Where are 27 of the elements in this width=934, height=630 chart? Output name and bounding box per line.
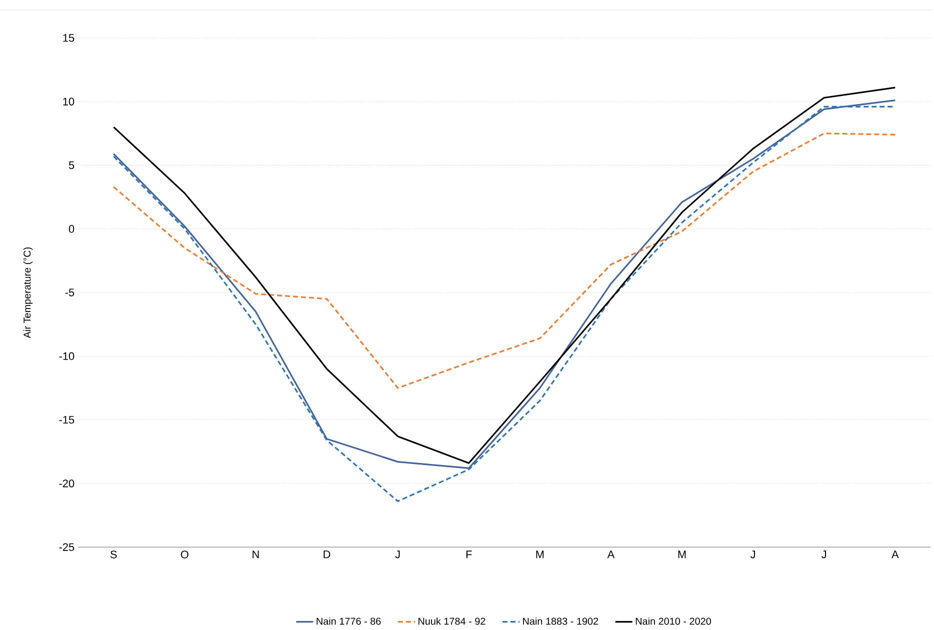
x-tick-label: J [395, 550, 400, 558]
y-tick-label: 0 [68, 224, 74, 233]
y-tick-label: 5 [68, 161, 74, 169]
legend-label: Nuuk 1784 - 92 [418, 617, 486, 625]
y-tick-label: 10 [63, 98, 74, 106]
x-tick-label: O [180, 550, 188, 558]
x-tick-label: J [822, 550, 826, 558]
y-axis-title: Air Temperature (°C) [23, 247, 33, 338]
x-tick-label: A [607, 550, 615, 558]
y-tick-label: -5 [65, 288, 74, 296]
x-tick-label: F [466, 550, 472, 558]
x-tick-label: S [110, 550, 117, 558]
x-tick-label: M [678, 550, 686, 558]
y-tick-label: -10 [59, 352, 74, 360]
legend-label: Nain 1776 - 86 [316, 617, 381, 625]
y-tick-label: -20 [59, 480, 74, 488]
y-tick-label: 15 [63, 34, 74, 42]
x-tick-label: N [252, 550, 259, 558]
x-tick-label: A [892, 550, 899, 558]
x-tick-label: J [750, 550, 755, 558]
legend-label: Nain 1883 - 1902 [523, 617, 598, 625]
y-tick-label: -25 [59, 543, 74, 551]
line-series [112, 132, 896, 389]
x-tick-label: M [536, 550, 544, 558]
x-tick-label: D [324, 550, 330, 558]
legend-label: Nain 2010 - 2020 [636, 617, 712, 625]
y-tick-label: -15 [59, 416, 74, 424]
